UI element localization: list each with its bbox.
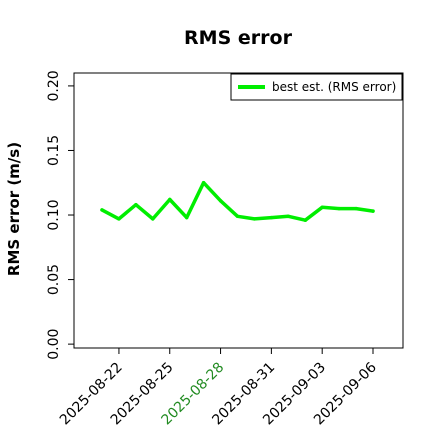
data-point [117, 217, 121, 221]
legend-label: best est. (RMS error) [272, 80, 396, 94]
data-point [320, 205, 324, 209]
data-point [337, 206, 341, 211]
y-axis: 0.00 0.05 0.10 0.15 0.20 [46, 70, 74, 360]
data-point [151, 217, 155, 221]
y-tick-label: 0.15 [46, 135, 62, 166]
x-axis: 2025-08-222025-08-252025-08-282025-08-31… [57, 348, 380, 428]
data-point [235, 214, 240, 218]
data-point [134, 203, 138, 207]
data-point [371, 209, 375, 213]
y-tick-label: 0.20 [46, 70, 62, 101]
series-line [100, 180, 375, 222]
legend: best est. (RMS error) [230, 73, 403, 101]
data-point [185, 215, 189, 220]
data-point [168, 197, 172, 202]
y-tick-label: 0.10 [46, 199, 62, 230]
data-point [303, 218, 307, 222]
data-point [252, 217, 257, 221]
data-point [269, 215, 274, 220]
y-axis-label: RMS error (m/s) [5, 142, 23, 276]
data-point [100, 208, 104, 212]
data-point [354, 206, 358, 211]
plot-frame [73, 72, 404, 349]
data-point [218, 199, 223, 203]
y-tick-label: 0.05 [46, 264, 62, 295]
series-layer [100, 180, 375, 222]
data-point [286, 214, 290, 218]
y-tick-label: 0.00 [46, 329, 62, 360]
chart-title: RMS error [184, 27, 293, 49]
data-point [201, 181, 206, 185]
